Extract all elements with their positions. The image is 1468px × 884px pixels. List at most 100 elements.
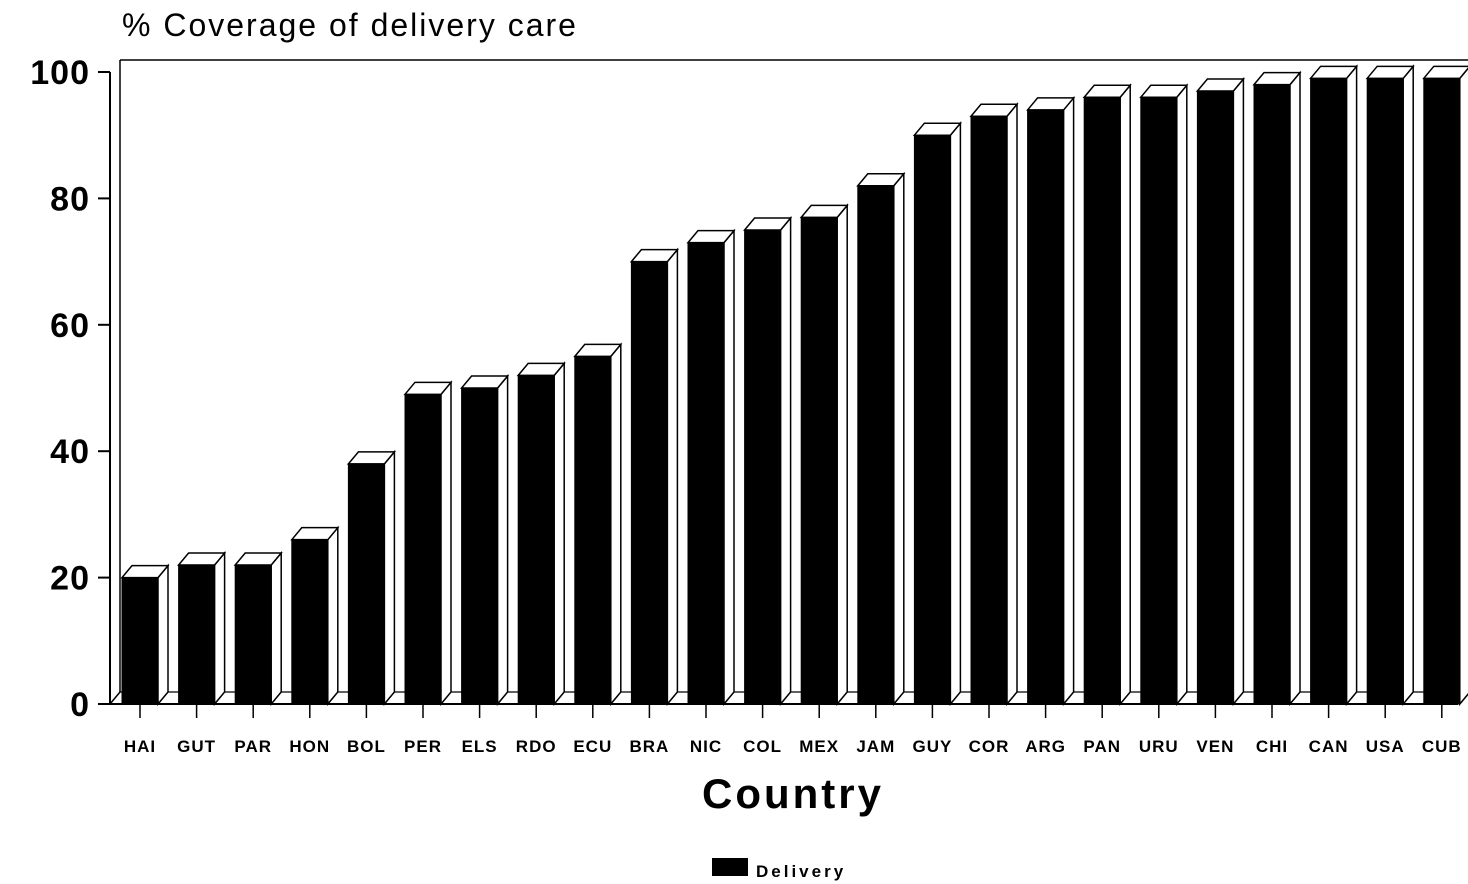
bar-front-face	[1196, 90, 1234, 705]
bar-side-face	[949, 121, 962, 707]
legend-swatch-delivery	[712, 858, 748, 876]
bar-nic	[686, 228, 736, 707]
bar-side-face	[836, 203, 848, 707]
x-tick-label-gut: GUT	[177, 737, 216, 756]
bar-side-face	[1345, 64, 1358, 707]
bar-front-face	[178, 564, 216, 705]
bar-front-face	[291, 539, 329, 705]
x-tick-label-bol: BOL	[347, 737, 386, 756]
x-tick-label-uru: URU	[1139, 737, 1179, 756]
x-tick-label-ecu: ECU	[573, 737, 612, 756]
bar-side-face	[440, 380, 452, 707]
bar-bra	[629, 247, 680, 707]
x-tick-label-cub: CUB	[1422, 737, 1462, 756]
bar-bol	[346, 449, 397, 707]
bar-side-face	[779, 215, 792, 707]
bar-side-face	[1176, 83, 1188, 707]
x-tick-label-guy: GUY	[912, 737, 952, 756]
x-tick-label-hai: HAI	[124, 737, 156, 756]
bar-front-face	[857, 185, 895, 705]
bar-cor	[969, 102, 1019, 707]
bar-front-face	[630, 261, 668, 705]
bar-front-face	[800, 216, 838, 705]
bar-side-face	[893, 171, 905, 707]
bar-can	[1308, 64, 1359, 707]
bar-par	[233, 550, 283, 707]
bar-front-face	[121, 577, 159, 705]
y-tick-label: 0	[70, 686, 90, 724]
bar-front-face	[1140, 96, 1178, 705]
bar-side-face	[1459, 67, 1468, 707]
bar-side-face	[723, 228, 735, 707]
y-tick-label: 60	[50, 307, 90, 345]
bar-front-face	[404, 393, 442, 705]
y-tick-label: 100	[30, 54, 90, 92]
bar-jam	[856, 171, 906, 707]
bar-side-face	[157, 563, 169, 707]
bar-front-face	[1366, 77, 1404, 705]
bar-side-face	[496, 373, 509, 707]
x-axis-label: Country	[702, 770, 884, 817]
x-tick-label-rdo: RDO	[516, 737, 557, 756]
bar-hon	[290, 525, 340, 707]
bar-ven	[1195, 76, 1246, 707]
bar-front-face	[1423, 77, 1461, 705]
legend: Delivery	[712, 858, 846, 881]
bar-side-face	[610, 342, 622, 707]
x-tick-label-can: CAN	[1309, 737, 1349, 756]
bar-front-face	[234, 564, 272, 705]
y-tick-label: 40	[50, 433, 90, 471]
x-tick-label-chi: CHI	[1256, 737, 1288, 756]
x-tick-label-par: PAR	[234, 737, 272, 756]
bar-front-face	[913, 134, 951, 705]
bar-front-face	[347, 463, 385, 705]
x-tick-label-hon: HON	[289, 737, 330, 756]
bar-front-face	[574, 355, 612, 705]
bar-front-face	[517, 374, 555, 705]
bar-front-face	[1310, 77, 1348, 705]
y-axis: 0 20 40 60 80 100	[30, 54, 111, 724]
x-tick-label-per: PER	[404, 737, 442, 756]
y-tick-label: 20	[50, 560, 90, 598]
bar-front-face	[1253, 84, 1291, 705]
x-tick-label-els: ELS	[462, 737, 498, 756]
bar-per	[403, 380, 453, 707]
bar-side-face	[213, 550, 226, 707]
bar-front-face	[970, 115, 1008, 705]
bar-side-face	[1402, 64, 1414, 707]
bar-front-face	[461, 387, 499, 705]
bar-side-face	[1232, 76, 1245, 707]
x-tick-label-usa: USA	[1366, 737, 1405, 756]
bar-front-face	[1027, 109, 1065, 705]
bar-front-face	[687, 242, 725, 705]
x-tick-label-jam: JAM	[856, 737, 895, 756]
bar-mex	[799, 203, 849, 707]
bar-hai	[120, 563, 170, 707]
bar-uru	[1139, 83, 1189, 707]
x-tick-label-bra: BRA	[629, 737, 669, 756]
bar-side-face	[1006, 102, 1018, 707]
x-tick-label-ven: VEN	[1196, 737, 1234, 756]
x-tick-label-col: COL	[743, 737, 782, 756]
chart-title: % Coverage of delivery care	[122, 7, 578, 43]
floor-left-edge	[109, 691, 121, 705]
bar-gut	[176, 550, 227, 707]
bar-side-face	[270, 550, 282, 707]
bar-side-face	[1062, 95, 1075, 707]
bar-chi	[1252, 70, 1302, 707]
legend-label-delivery: Delivery	[756, 862, 846, 881]
y-tick-label: 80	[50, 180, 90, 218]
bar-col	[742, 215, 793, 707]
bar-front-face	[744, 229, 782, 705]
bar-side-face	[666, 247, 679, 707]
bars	[120, 64, 1468, 707]
bar-side-face	[383, 449, 396, 707]
x-tick-label-nic: NIC	[690, 737, 722, 756]
x-tick-label-cor: COR	[969, 737, 1010, 756]
x-axis: HAI GUT PAR HON BOL PER ELS RDO ECU BRA NIC COL MEX J…	[110, 703, 1462, 756]
bar-side-face	[1289, 70, 1301, 707]
bar-cub	[1422, 65, 1468, 707]
bar-pan	[1082, 83, 1132, 707]
bar-rdo	[516, 361, 566, 707]
